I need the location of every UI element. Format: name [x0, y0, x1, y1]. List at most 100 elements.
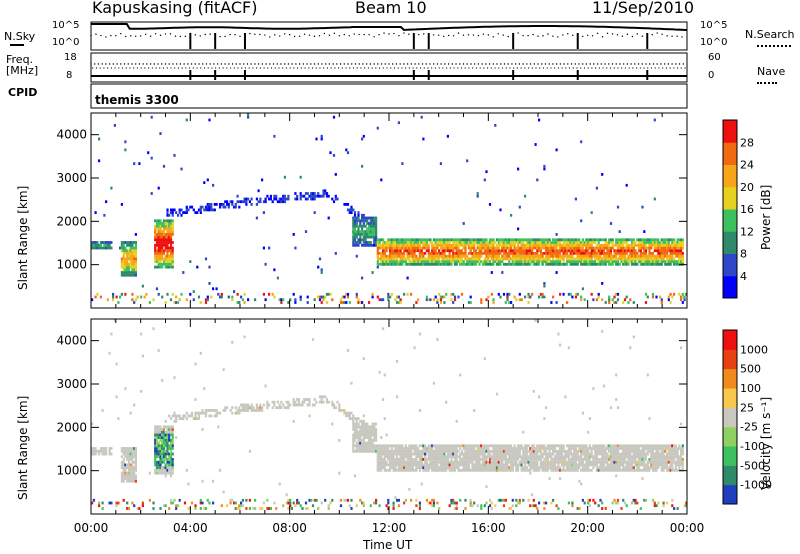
range-gate-cell: [511, 241, 514, 244]
range-gate-cell: [159, 458, 162, 461]
range-gate-cell: [376, 249, 379, 253]
range-gate-cell: [383, 447, 386, 450]
range-gate-cell: [467, 455, 471, 459]
range-gate-cell: [150, 156, 153, 160]
range-gate-cell: [155, 466, 159, 469]
range-gate-cell: [434, 257, 437, 261]
range-gate-cell: [133, 262, 136, 266]
range-gate-cell: [380, 298, 383, 302]
range-gate-cell: [671, 254, 674, 258]
range-gate-cell: [457, 249, 460, 253]
range-gate-cell: [159, 235, 162, 239]
nsearch-point: [437, 34, 440, 36]
range-gate-cell: [560, 249, 563, 253]
range-gate-cell: [522, 455, 525, 459]
range-gate-cell: [394, 447, 397, 450]
nave-point: [535, 67, 537, 69]
range-gate-cell: [115, 504, 118, 508]
range-gate-cell: [364, 449, 367, 453]
range-gate-cell: [536, 460, 539, 464]
range-gate-cell: [385, 452, 388, 456]
range-gate-cell: [510, 246, 513, 250]
range-gate-cell: [361, 227, 364, 231]
range-gate-cell: [641, 243, 644, 247]
range-gate-cell: [171, 224, 174, 228]
range-gate-cell: [131, 468, 134, 472]
range-gate-cell: [557, 252, 560, 255]
range-gate-cell: [310, 498, 313, 502]
range-gate-cell: [248, 498, 251, 502]
range-gate-cell: [592, 298, 595, 302]
range-gate-cell: [439, 468, 442, 472]
range-gate-cell: [408, 262, 411, 266]
range-gate-cell: [510, 455, 513, 459]
range-gate-cell: [369, 227, 372, 231]
range-gate-cell: [599, 260, 602, 263]
range-gate-cell: [322, 395, 325, 399]
range-gate-cell: [681, 241, 684, 244]
range-gate-cell: [369, 230, 372, 233]
range-gate-cell: [669, 243, 672, 247]
range-gate-cell: [506, 241, 509, 244]
range-gate-cell: [339, 301, 343, 304]
range-gate-cell: [157, 455, 160, 459]
nsearch-point: [472, 34, 475, 36]
range-gate-cell: [538, 501, 541, 505]
range-gate-cell: [257, 200, 260, 204]
range-gate-cell: [375, 501, 378, 505]
range-gate-cell: [413, 262, 416, 266]
range-gate-cell: [166, 233, 169, 236]
nave-point: [604, 63, 606, 65]
range-gate-cell: [478, 254, 481, 258]
nave-point: [444, 63, 446, 65]
range-gate-cell: [457, 252, 460, 255]
range-gate-cell: [546, 262, 549, 266]
nsearch-point: [313, 35, 316, 38]
range-gate-cell: [606, 254, 609, 258]
nsearch-tick-lo: 10^0: [700, 37, 728, 48]
range-gate-cell: [552, 249, 555, 253]
range-gate-cell: [576, 238, 579, 242]
range-gate-cell: [124, 449, 127, 453]
range-gate-cell: [541, 444, 544, 448]
range-gate-cell: [424, 241, 427, 244]
nave-point: [231, 63, 234, 65]
range-gate-cell: [287, 197, 290, 201]
range-gate-cell: [546, 466, 549, 469]
range-gate-cell: [567, 249, 570, 253]
range-gate-cell: [481, 449, 485, 453]
range-gate-cell: [154, 219, 157, 223]
range-gate-cell: [604, 257, 607, 261]
range-gate-cell: [527, 295, 530, 299]
range-gate-cell: [443, 257, 446, 261]
nave-point: [263, 67, 265, 69]
range-gate-cell: [673, 292, 676, 296]
range-gate-cell: [164, 466, 167, 469]
range-gate-cell: [375, 433, 378, 437]
range-gate-cell: [192, 298, 195, 302]
range-gate-cell: [127, 271, 130, 274]
range-gate-cell: [673, 249, 676, 253]
range-gate-cell: [439, 243, 442, 247]
range-gate-cell: [133, 447, 136, 450]
nsearch-point: [611, 33, 614, 35]
nave-point: [555, 63, 558, 65]
range-gate-cell: [510, 468, 513, 472]
range-gate-cell: [287, 301, 290, 304]
nave-point: [194, 63, 196, 65]
range-gate-cell: [466, 460, 469, 464]
range-gate-cell: [173, 301, 176, 304]
range-gate-cell: [616, 241, 620, 244]
range-gate-cell: [553, 449, 556, 453]
range-gate-cell: [369, 241, 372, 244]
range-gate-cell: [418, 260, 421, 263]
range-gate-cell: [164, 246, 167, 250]
range-gate-cell: [644, 246, 648, 250]
range-gate-cell: [91, 246, 94, 250]
range-gate-cell: [329, 501, 332, 505]
range-gate-cell: [387, 257, 390, 261]
range-gate-cell: [243, 409, 246, 412]
range-gate-cell: [539, 246, 542, 250]
range-gate-cell: [294, 400, 297, 404]
range-gate-cell: [452, 246, 455, 250]
